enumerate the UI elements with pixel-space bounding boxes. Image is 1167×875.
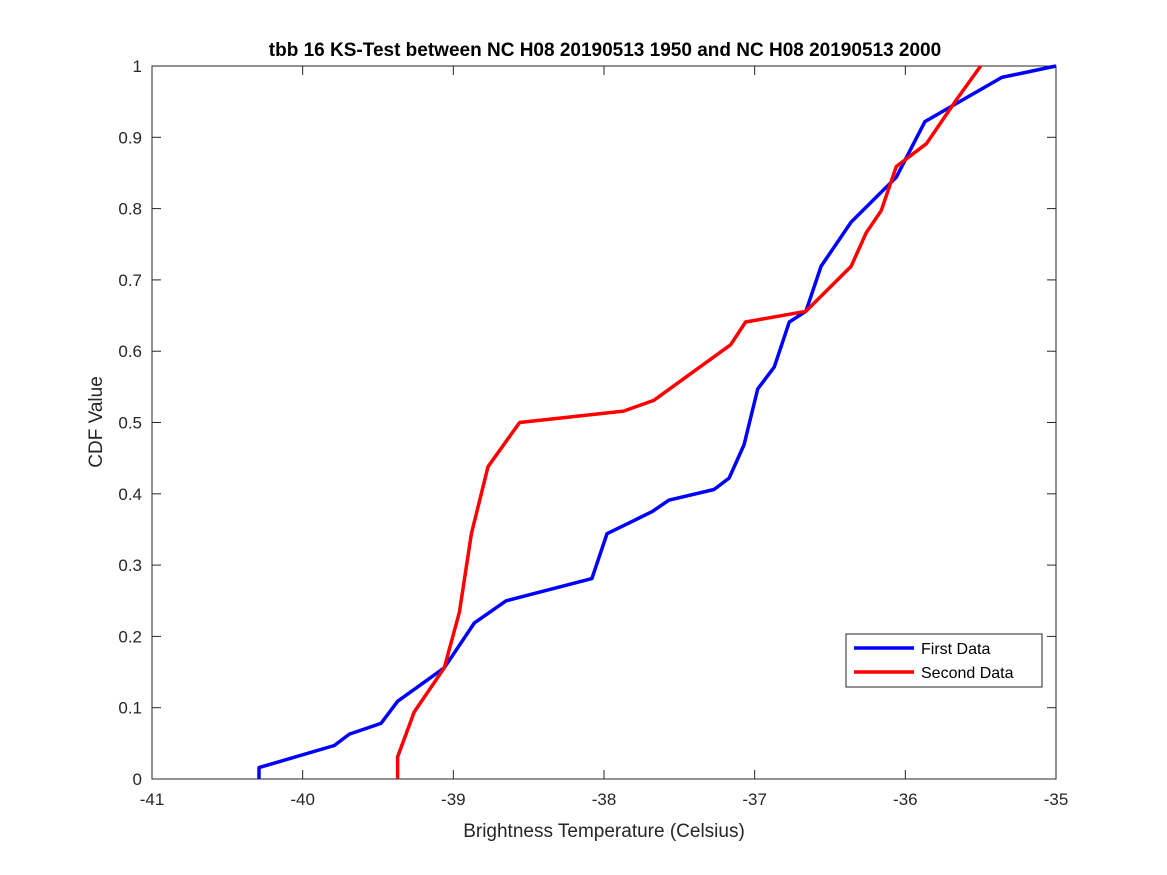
y-tick-label: 0.8 <box>118 200 142 219</box>
y-tick-label: 0.7 <box>118 271 142 290</box>
y-tick-label: 1 <box>133 57 142 76</box>
y-tick-label: 0.2 <box>118 627 142 646</box>
x-tick-label: -41 <box>140 790 165 809</box>
chart-title: tbb 16 KS-Test between NC H08 20190513 1… <box>269 40 941 61</box>
x-tick-label: -38 <box>592 790 617 809</box>
x-tick-label: -36 <box>893 790 918 809</box>
legend-box <box>845 633 1043 688</box>
y-tick-label: 0 <box>133 770 142 789</box>
x-tick-label: -35 <box>1044 790 1069 809</box>
x-tick-label: -40 <box>290 790 315 809</box>
legend: First Data Second Data <box>845 633 1043 688</box>
series-line-second <box>395 64 983 779</box>
y-axis-label: CDF Value <box>86 376 107 468</box>
legend-label-second: Second Data <box>921 665 1014 682</box>
y-tick-label: 0.3 <box>118 556 142 575</box>
y-tick-label: 0.4 <box>118 485 142 504</box>
series-lines <box>257 64 1057 779</box>
y-tick-label: 0.1 <box>118 699 142 718</box>
x-axis-label: Brightness Temperature (Celsius) <box>463 821 745 842</box>
x-tick-label: -39 <box>441 790 466 809</box>
axis-ticks: -41 -40 -39 -38 -37 -36 -35 0 0.1 0.2 0.3 0.4 0.5 0.6… <box>118 57 1068 809</box>
legend-label-first: First Data <box>921 641 990 658</box>
y-tick-label: 0.9 <box>118 128 142 147</box>
x-tick-label: -37 <box>742 790 767 809</box>
series-line-first <box>257 64 1057 779</box>
y-tick-label: 0.6 <box>118 342 142 361</box>
y-tick-label: 0.5 <box>118 414 142 433</box>
